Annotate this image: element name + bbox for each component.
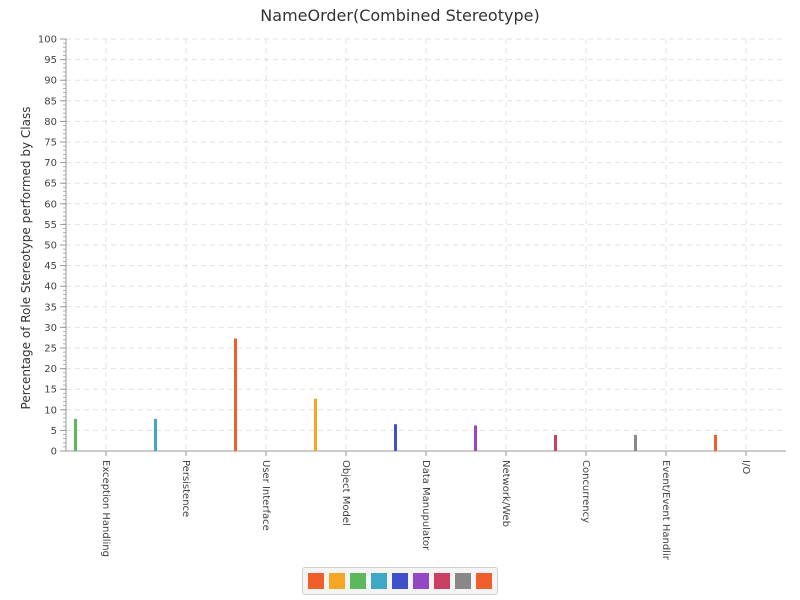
- y-tick-label: 0: [51, 447, 57, 458]
- legend-swatch: [392, 573, 408, 589]
- bar: [74, 418, 77, 451]
- legend-swatch: [434, 573, 450, 589]
- y-tick-label: 70: [44, 158, 57, 169]
- chart-legend: [302, 567, 498, 595]
- x-tick-label: Event/Event Handling: [660, 460, 671, 560]
- bar: [154, 418, 157, 451]
- y-tick-label: 40: [44, 282, 57, 293]
- y-tick-label: 35: [44, 302, 57, 313]
- legend-swatch: [476, 573, 492, 589]
- x-tick-label: Object Model: [340, 460, 351, 526]
- y-tick-label: 30: [44, 323, 57, 334]
- y-tick-label: 80: [44, 117, 57, 128]
- bar: [714, 434, 717, 451]
- y-tick-label: 60: [44, 199, 57, 210]
- bar: [634, 434, 637, 451]
- legend-swatch: [329, 573, 345, 589]
- y-tick-label: 15: [44, 385, 57, 396]
- legend-swatch: [455, 573, 471, 589]
- y-tick-label: 10: [44, 405, 57, 416]
- legend-swatch: [413, 573, 429, 589]
- bar: [474, 425, 477, 451]
- y-tick-label: 100: [38, 35, 57, 46]
- bar: [554, 434, 557, 451]
- x-tick-label: User Interface: [260, 460, 271, 531]
- y-tick-label: 5: [51, 426, 57, 437]
- legend-swatch: [350, 573, 366, 589]
- y-tick-label: 95: [44, 55, 57, 66]
- y-tick-label: 25: [44, 344, 57, 355]
- x-tick-label: Concurrency: [580, 460, 591, 523]
- y-tick-label: 90: [44, 76, 57, 87]
- chart-title: NameOrder(Combined Stereotype): [260, 6, 540, 25]
- legend-swatch: [308, 573, 324, 589]
- x-tick-label: I/O: [740, 460, 751, 474]
- y-tick-label: 75: [44, 138, 57, 149]
- y-tick-label: 55: [44, 220, 57, 231]
- bar: [234, 338, 237, 451]
- bar: [314, 398, 317, 451]
- x-tick-label: Persistence: [180, 460, 191, 517]
- bar: [394, 424, 397, 451]
- y-tick-label: 85: [44, 96, 57, 107]
- x-tick-label: Exception Handling: [100, 460, 111, 557]
- y-tick-label: 65: [44, 179, 57, 190]
- x-tick-label: Network/Web: [500, 460, 511, 527]
- y-tick-label: 20: [44, 364, 57, 375]
- y-tick-label: 45: [44, 261, 57, 272]
- chart-plot-area: 0 5 10 15 20 25 30 35 40 45 50 55 60 65 70 75 80 85 90 95 10…: [38, 35, 786, 560]
- y-tick-label: 50: [44, 241, 57, 252]
- x-tick-label: Data Manupulator: [420, 460, 431, 551]
- legend-swatch: [371, 573, 387, 589]
